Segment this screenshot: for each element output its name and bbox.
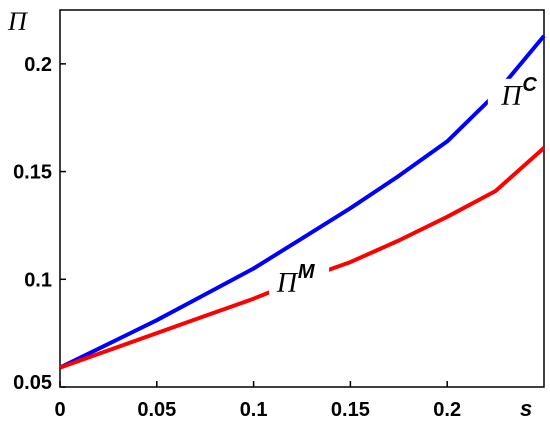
series-label-gap <box>487 78 517 113</box>
x-tick-label: 0 <box>54 399 65 421</box>
x-tick-label: 0.15 <box>331 399 370 421</box>
series-line <box>59 34 546 370</box>
y-axis-label: Π <box>7 7 29 36</box>
y-tick-label: 0.1 <box>24 269 52 291</box>
series-label: Π <box>276 268 299 299</box>
ticks-layer: 0 0.05 0.1 0.15 0.20.050.10.150.2 <box>13 54 461 421</box>
x-tick-label: 0.05 <box>137 399 176 421</box>
x-tick-label: 0.2 <box>433 399 461 421</box>
series-label-superscript: C <box>522 74 537 96</box>
series-label-gap <box>269 266 330 301</box>
series-layer: Π CΠ M <box>59 34 546 370</box>
series-label: Π <box>500 81 523 112</box>
series-label-superscript: M <box>298 261 316 283</box>
x-axis-label: s <box>520 396 532 421</box>
x-tick-label: 0.1 <box>240 399 268 421</box>
y-tick-label: 0.2 <box>24 54 52 76</box>
y-tick-label: 0.05 <box>13 372 52 394</box>
y-tick-label: 0.15 <box>13 162 52 184</box>
plot-frame <box>59 9 545 388</box>
